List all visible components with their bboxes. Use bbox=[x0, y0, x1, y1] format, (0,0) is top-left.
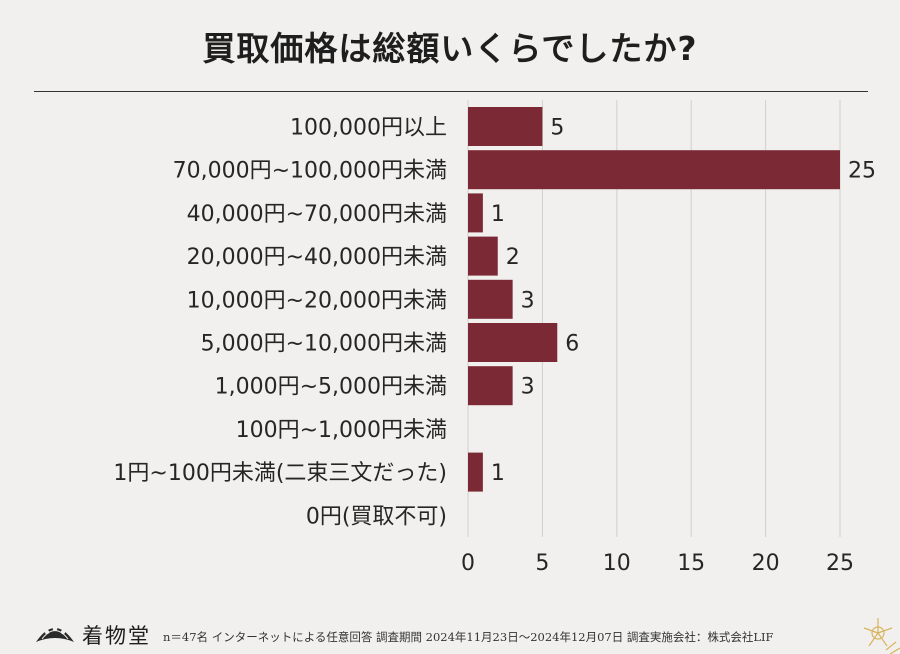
bar bbox=[468, 452, 483, 492]
chart-title: 買取価格は総額いくらでしたか? bbox=[202, 29, 698, 68]
bar bbox=[468, 150, 840, 190]
data-label: 25 bbox=[848, 159, 876, 184]
x-tick-label: 10 bbox=[603, 551, 631, 576]
bar bbox=[468, 279, 513, 319]
x-tick-label: 20 bbox=[752, 551, 780, 576]
category-label: 100円~1,000円未満 bbox=[236, 418, 447, 443]
bar-chart: 100,000円以上 70,000円~100,000円未満 40,000円~70,0… bbox=[113, 100, 876, 576]
category-label: 10,000円~20,000円未満 bbox=[187, 288, 447, 313]
data-label: 1 bbox=[491, 202, 505, 227]
title-divider bbox=[34, 91, 868, 92]
category-label: 100,000円以上 bbox=[290, 116, 447, 141]
survey-note: n＝47名 インターネットによる任意回答 調査期間 2024年11月23日～20… bbox=[163, 630, 774, 644]
bar bbox=[468, 236, 498, 276]
category-label: 40,000円~70,000円未満 bbox=[187, 202, 447, 227]
category-label: 1,000円~5,000円未満 bbox=[215, 375, 447, 400]
bar bbox=[468, 193, 483, 233]
category-label: 70,000円~100,000円未満 bbox=[173, 159, 447, 184]
data-label: 3 bbox=[521, 288, 535, 313]
category-label: 20,000円~40,000円未満 bbox=[187, 245, 447, 270]
data-label: 6 bbox=[565, 332, 579, 357]
flower-icon bbox=[863, 618, 900, 654]
category-labels: 100,000円以上 70,000円~100,000円未満 40,000円~70,0… bbox=[113, 116, 447, 530]
data-label: 5 bbox=[550, 116, 564, 141]
footer: 着物堂 n＝47名 インターネットによる任意回答 調査期間 2024年11月23… bbox=[0, 612, 900, 654]
category-label: 5,000円~10,000円未満 bbox=[201, 332, 447, 357]
category-label: 0円(買取不可) bbox=[306, 504, 447, 529]
x-axis-ticks: 0 5 10 15 20 25 bbox=[461, 551, 854, 576]
x-tick-label: 15 bbox=[677, 551, 705, 576]
x-tick-label: 0 bbox=[461, 551, 475, 576]
x-tick-label: 5 bbox=[535, 551, 549, 576]
bar bbox=[468, 366, 513, 406]
bar bbox=[468, 107, 543, 146]
data-label: 3 bbox=[521, 375, 535, 400]
data-label: 2 bbox=[506, 245, 520, 270]
fan-icon bbox=[36, 626, 74, 642]
x-tick-label: 25 bbox=[826, 551, 854, 576]
bars bbox=[468, 107, 840, 492]
bar bbox=[468, 323, 558, 362]
data-label: 1 bbox=[491, 461, 505, 486]
brand-name: 着物堂 bbox=[82, 624, 151, 648]
category-label: 1円~100円未満(二束三文だった) bbox=[113, 461, 447, 486]
